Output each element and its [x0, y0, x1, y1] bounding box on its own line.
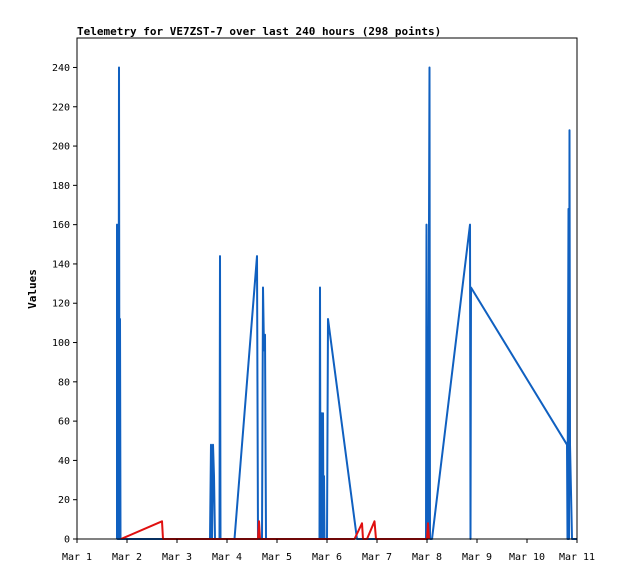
x-tick-label: Mar 10: [509, 552, 545, 563]
y-tick-label: 180: [52, 181, 70, 192]
x-tick-label: Mar 11: [559, 552, 595, 563]
y-tick-label: 80: [58, 377, 70, 388]
y-tick-label: 100: [52, 338, 70, 349]
y-tick-label: 140: [52, 259, 70, 270]
chart-title: Telemetry for VE7ZST-7 over last 240 hou…: [77, 25, 441, 38]
series-line-1: [116, 66, 577, 540]
y-tick-label: 40: [58, 456, 70, 467]
y-axis-label: Values: [26, 269, 39, 309]
x-tick-label: Mar 1: [62, 552, 92, 563]
y-tick-label: 200: [52, 142, 70, 153]
x-tick-label: Mar 5: [262, 552, 292, 563]
y-tick-label: 20: [58, 495, 70, 506]
x-tick-label: Mar 7: [362, 552, 392, 563]
x-axis: Mar 1 Mar 2 Mar 3 Mar 4 Mar 5 Mar 6 Mar 7 Mar 8…: [62, 539, 595, 563]
x-tick-label: Mar 4: [212, 552, 242, 563]
x-tick-label: Mar 9: [462, 552, 492, 563]
x-tick-label: Mar 6: [312, 552, 342, 563]
series-line-2: [120, 520, 430, 540]
y-tick-label: 220: [52, 102, 70, 113]
series-layer: [116, 66, 577, 540]
x-tick-label: Mar 8: [412, 552, 442, 563]
y-tick-label: 0: [64, 535, 70, 546]
y-tick-label: 160: [52, 220, 70, 231]
y-tick-label: 120: [52, 299, 70, 310]
y-tick-label: 240: [52, 63, 70, 74]
x-tick-label: Mar 2: [112, 552, 142, 563]
y-tick-label: 60: [58, 417, 70, 428]
y-axis: 0 20 40 60 80 100 120 140 160 180 200 220 240: [52, 63, 77, 546]
x-tick-label: Mar 3: [162, 552, 192, 563]
